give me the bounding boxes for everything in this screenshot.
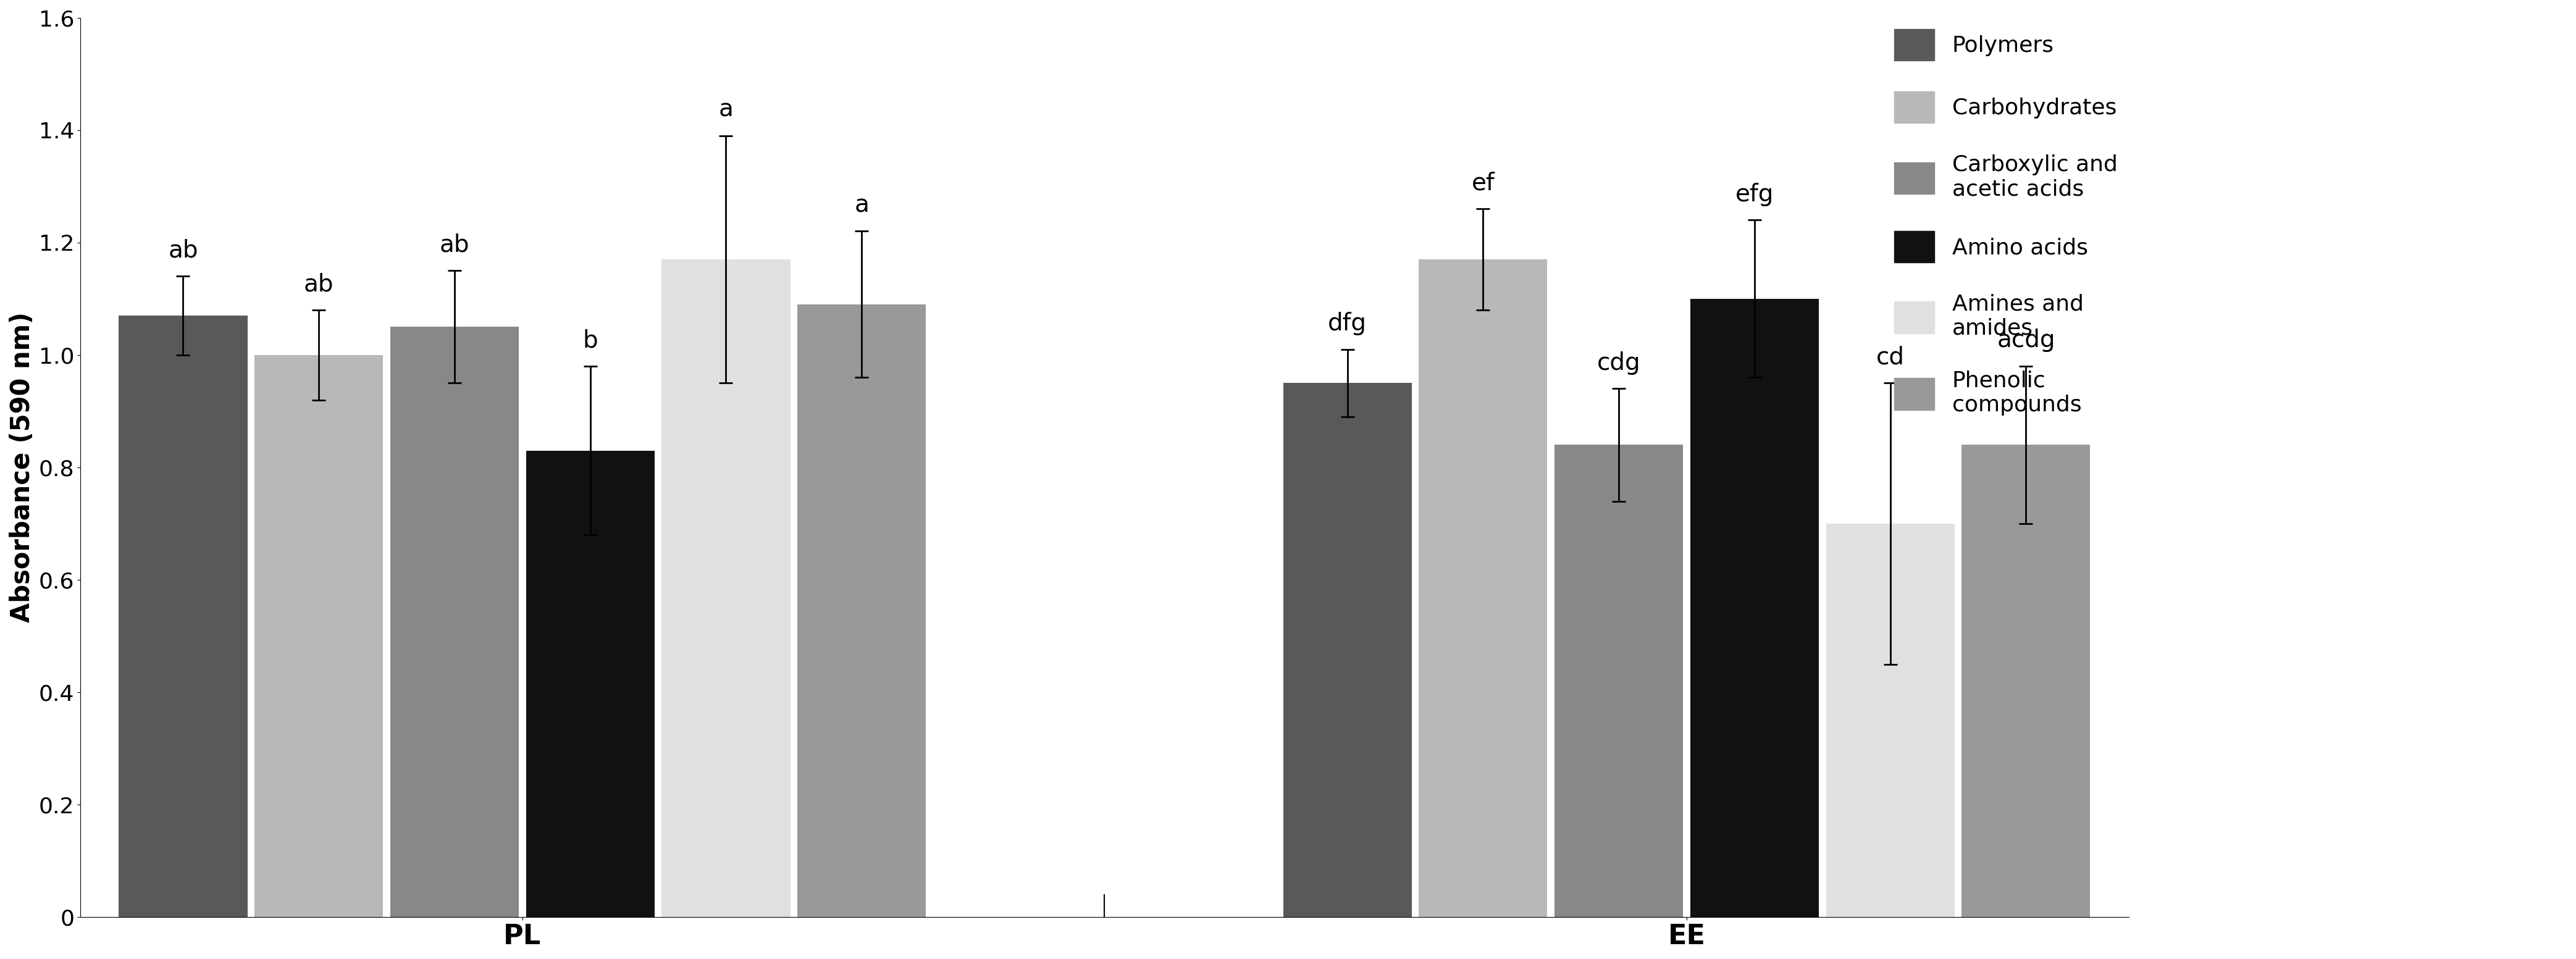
Bar <box>1283 383 1412 917</box>
Text: a: a <box>855 194 868 217</box>
Text: ab: ab <box>167 239 198 262</box>
Bar <box>526 451 654 917</box>
Text: acdg: acdg <box>1996 329 2056 352</box>
Bar <box>1553 445 1682 917</box>
Bar <box>1690 298 1819 917</box>
Text: ab: ab <box>304 272 335 296</box>
Text: b: b <box>582 329 598 352</box>
Bar <box>118 316 247 917</box>
Bar <box>1963 445 2089 917</box>
Text: cd: cd <box>1875 345 1904 369</box>
Text: efg: efg <box>1736 182 1775 206</box>
Text: dfg: dfg <box>1327 312 1368 336</box>
Bar <box>389 327 518 917</box>
Bar <box>255 355 384 917</box>
Text: ab: ab <box>440 233 469 257</box>
Bar <box>662 259 791 917</box>
Bar <box>1419 259 1548 917</box>
Bar <box>1826 524 1955 917</box>
Bar <box>799 304 925 917</box>
Y-axis label: Absorbance (590 nm): Absorbance (590 nm) <box>10 312 36 622</box>
Text: cdg: cdg <box>1597 351 1641 375</box>
Legend: Polymers, Carbohydrates, Carboxylic and
acetic acids, Amino acids, Amines and
am: Polymers, Carbohydrates, Carboxylic and … <box>1893 29 2117 415</box>
Text: a: a <box>719 98 734 122</box>
Text: ef: ef <box>1471 172 1494 195</box>
